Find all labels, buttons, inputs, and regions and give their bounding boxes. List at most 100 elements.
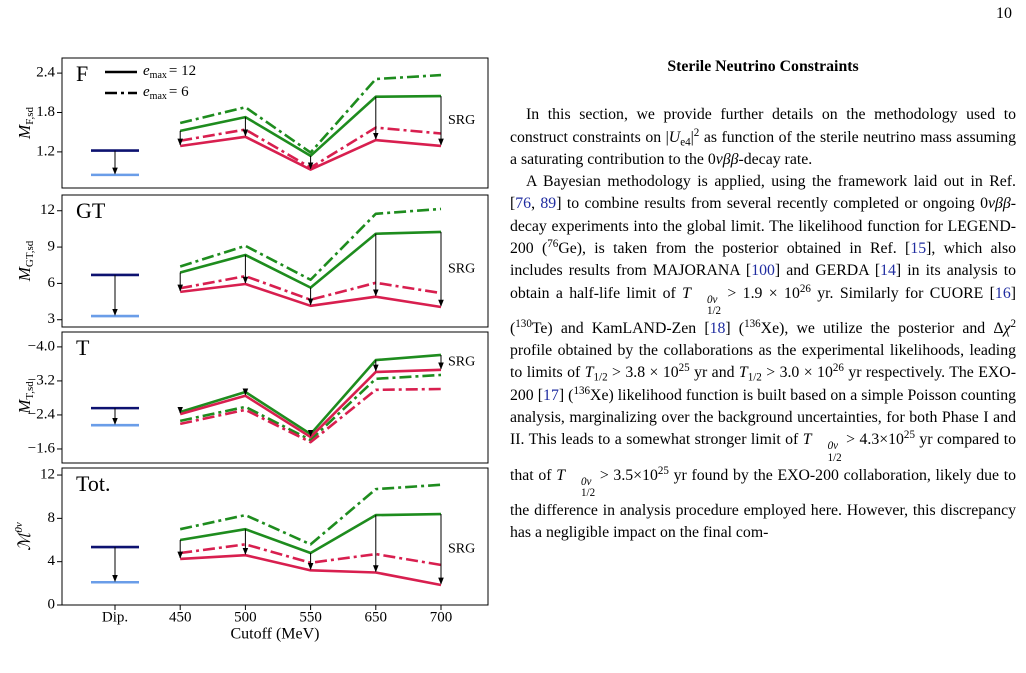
- legend-sub: max: [150, 91, 167, 102]
- y-axis-label-main: M: [15, 399, 34, 415]
- y-axis-label-main: ℳ: [15, 530, 34, 551]
- citation[interactable]: 15: [910, 240, 927, 258]
- panel-frame: [61, 57, 489, 189]
- panel-frame: [61, 467, 489, 606]
- x-tick-label: 500: [234, 609, 257, 625]
- text-run: > 3.5×10: [595, 466, 658, 484]
- series-line: [179, 387, 442, 444]
- text-run: Xe), we utilize the posterior and Δ: [760, 319, 1004, 337]
- y-axis-label-sub: T,sd: [24, 381, 36, 400]
- superscript: 2: [693, 126, 700, 139]
- text-run: ] (: [725, 319, 745, 337]
- math-italic: T: [584, 364, 594, 382]
- subscript: 1/2: [581, 487, 596, 500]
- subscript: 1/2: [593, 371, 608, 384]
- y-axis-label-main: M: [15, 124, 34, 140]
- paragraph: In this section, we provide further deta…: [510, 104, 1016, 171]
- x-axis-label: Cutoff (MeV): [230, 626, 319, 643]
- y-axis-label-main: M: [15, 266, 34, 282]
- sub-superscript: 0ν 1/2: [812, 441, 842, 464]
- panel-frame: [61, 194, 489, 328]
- y-tick-label: 2.4: [36, 65, 55, 81]
- superscript: 25: [657, 464, 669, 477]
- y-tick-label: −4.0: [28, 338, 55, 354]
- text-run: yr and: [689, 364, 739, 382]
- y-tick-label: 0: [48, 596, 56, 612]
- legend-label: emax = 6: [143, 84, 189, 102]
- text-run: -decay rate.: [738, 150, 813, 168]
- y-axis-label-sub: GT,sd: [24, 240, 36, 267]
- text-run: ] and GERDA [: [774, 262, 881, 280]
- text-run: as function of the sterile neutrino mass…: [510, 128, 1016, 168]
- panel-label: F: [76, 61, 88, 86]
- y-tick-label: 4: [48, 553, 56, 569]
- text-run: > 1.9 × 10: [721, 284, 800, 302]
- series-line: [179, 353, 442, 436]
- legend-text: = 12: [169, 63, 196, 79]
- superscript: 0ν: [827, 440, 838, 453]
- y-tick-label: −1.6: [28, 440, 56, 456]
- text-run: A Bayesian methodology is applied, using…: [510, 173, 1016, 213]
- x-tick-label: Dip.: [102, 609, 128, 625]
- y-axis-label: MF,sd: [15, 107, 36, 140]
- subscript: 1/2: [747, 371, 762, 384]
- subscript: 1/2: [827, 451, 842, 464]
- article: Sterile Neutrino Constraints In this sec…: [510, 56, 1016, 544]
- math-italic: T: [556, 466, 566, 484]
- series-line: [179, 94, 442, 158]
- math-italic: T: [682, 284, 691, 302]
- sub-superscript: 0ν 1/2: [691, 294, 722, 318]
- paragraph: A Bayesian methodology is applied, using…: [510, 171, 1016, 544]
- series-line: [180, 282, 442, 309]
- annotation: SRG: [448, 355, 475, 370]
- y-tick-label: −2.4: [28, 406, 56, 422]
- series-line: [179, 73, 442, 154]
- citation[interactable]: 89: [540, 195, 557, 213]
- math-italic: νββ: [987, 195, 1011, 213]
- series-line: [179, 230, 442, 289]
- text-run: yr respectively. The EXO-200 [: [510, 364, 1016, 404]
- y-tick-label: 12: [40, 466, 55, 482]
- y-tick-label: −3.2: [28, 372, 55, 388]
- citation[interactable]: 18: [709, 319, 726, 337]
- math-italic: χ: [1003, 319, 1011, 337]
- citation[interactable]: 100: [751, 262, 775, 280]
- math-italic: T: [738, 364, 748, 382]
- y-tick-label: 9: [48, 239, 56, 255]
- y-tick-label: 1.2: [36, 143, 55, 159]
- y-tick-label: 1.8: [36, 104, 55, 120]
- series-line: [179, 373, 442, 442]
- annotation: SRG: [448, 113, 475, 128]
- series-line: [180, 553, 442, 587]
- text-run: -decay experiments into the global limit…: [510, 195, 1016, 258]
- text-run: > 3.8 × 10: [607, 364, 679, 382]
- citation[interactable]: 14: [880, 262, 896, 280]
- y-tick-label: 6: [48, 275, 56, 291]
- x-tick-label: 700: [430, 609, 453, 625]
- legend-label: emax = 12: [143, 63, 196, 81]
- text-run: ,: [531, 195, 541, 213]
- series-line: [179, 274, 442, 302]
- superscript: 136: [573, 384, 591, 397]
- x-tick-label: 650: [365, 609, 388, 625]
- y-tick-label: 12: [40, 202, 55, 218]
- y-axis-label: MGT,sd: [15, 240, 36, 282]
- panel-label: Tot.: [76, 471, 111, 496]
- text-run: yr compared to that of: [510, 431, 1016, 484]
- superscript: 130: [515, 317, 532, 330]
- subscript: 1/2: [706, 305, 722, 318]
- text-run: ], which also includes results from MAJO…: [510, 240, 1016, 280]
- text-run: ] in its analysis to obtain a half-life …: [510, 262, 1016, 302]
- citation[interactable]: 76: [515, 195, 532, 213]
- citation[interactable]: 17: [543, 386, 559, 404]
- series-line: [179, 207, 442, 282]
- text-run: profile obtained by the collaborations a…: [510, 342, 1016, 382]
- text-run: ] (: [558, 386, 574, 404]
- text-run: > 3.0 × 10: [761, 364, 833, 382]
- y-axis-label: ℳ0ν: [13, 522, 34, 551]
- annotation: SRG: [448, 262, 475, 277]
- superscript: 136: [744, 317, 761, 330]
- citation[interactable]: 16: [994, 284, 1011, 302]
- legend-var: e: [143, 63, 150, 79]
